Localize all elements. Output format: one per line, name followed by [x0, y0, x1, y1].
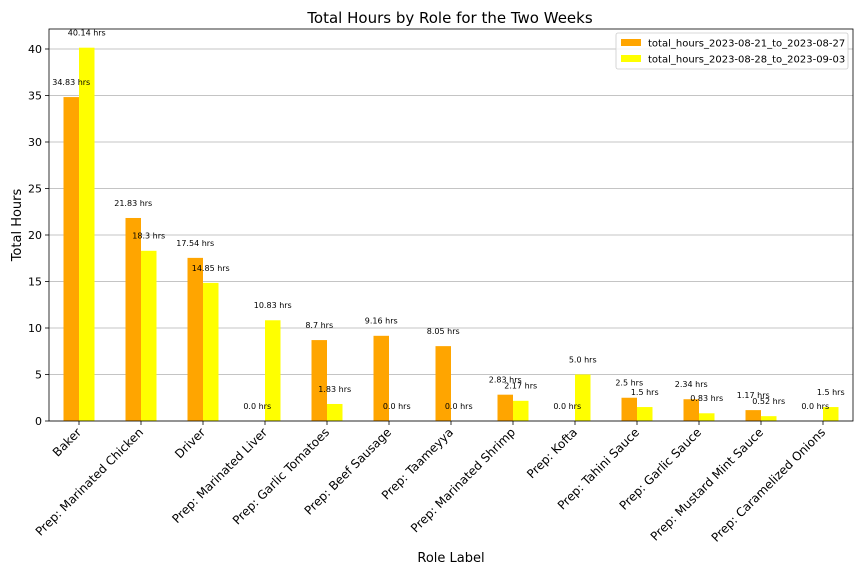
data-label: 5.0 hrs [569, 355, 597, 364]
x-tick-label: Prep: Kofta [524, 425, 580, 481]
chart-title: Total Hours by Role for the Two Weeks [306, 9, 593, 27]
x-tick-label: Prep: Marinated Shrimp [408, 425, 518, 535]
data-label: 2.17 hrs [504, 382, 537, 391]
legend-swatch [621, 39, 641, 46]
bar [823, 407, 839, 421]
y-tick-label: 25 [28, 182, 42, 195]
bar [79, 47, 95, 421]
x-tick-label: Baker [50, 425, 84, 459]
data-label: 0.83 hrs [690, 394, 723, 403]
y-tick-label: 10 [28, 322, 42, 335]
bar [513, 400, 529, 421]
data-label: 0.0 hrs [553, 402, 581, 411]
data-label: 2.34 hrs [675, 380, 708, 389]
bar [621, 397, 637, 421]
data-label: 10.83 hrs [254, 301, 292, 310]
data-label: 14.85 hrs [192, 264, 230, 273]
bar [63, 97, 79, 421]
data-label: 17.54 hrs [176, 239, 214, 248]
bar [575, 374, 591, 421]
x-tick-label: Prep: Marinated Chicken [33, 425, 146, 538]
y-tick-label: 5 [35, 368, 42, 381]
bar [373, 335, 389, 421]
bars [63, 47, 839, 421]
data-label: 0.0 hrs [383, 402, 411, 411]
y-tick-label: 20 [28, 229, 42, 242]
y-axis: 0 5 10 15 20 25 30 35 40 [28, 43, 49, 428]
data-label: 1.5 hrs [631, 388, 659, 397]
legend-box [615, 32, 849, 70]
bar [497, 394, 513, 421]
data-label: 8.05 hrs [427, 327, 460, 336]
legend-entry: total_hours_2023-08-28_to_2023-09-03 [648, 55, 845, 66]
bar [141, 250, 157, 421]
y-tick-label: 30 [28, 136, 42, 149]
bar [699, 413, 715, 421]
legend-entry: total_hours_2023-08-21_to_2023-08-27 [648, 39, 845, 50]
gridlines [49, 48, 853, 422]
data-label: 40.14 hrs [68, 29, 106, 38]
data-label: 0.0 hrs [801, 402, 829, 411]
x-tick-label: Driver [172, 425, 208, 461]
data-label: 18.3 hrs [132, 232, 165, 241]
x-tick-label: Prep: Caramelized Onions [709, 425, 829, 545]
data-label: 9.16 hrs [365, 317, 398, 326]
data-label: 0.52 hrs [752, 397, 785, 406]
data-label: 2.5 hrs [615, 379, 643, 388]
bar [683, 399, 699, 421]
data-label: 1.83 hrs [318, 385, 351, 394]
data-label: 8.7 hrs [305, 321, 333, 330]
bar [265, 320, 281, 421]
y-tick-label: 35 [28, 89, 42, 102]
bar [761, 416, 777, 421]
data-label: 0.0 hrs [445, 402, 473, 411]
y-axis-label: Total Hours [10, 188, 25, 262]
bar [311, 340, 327, 421]
legend: total_hours_2023-08-21_to_2023-08-27tota… [615, 32, 849, 70]
x-axis-label: Role Label [417, 551, 484, 566]
bar [125, 217, 141, 421]
data-labels: 34.83 hrs 21.83 hrs 17.54 hrs 0.0 hrs 8.7 hr… [52, 29, 844, 411]
bar [327, 403, 343, 421]
bar [203, 282, 219, 421]
data-label: 1.5 hrs [817, 388, 845, 397]
y-tick-label: 0 [35, 415, 42, 428]
x-tick-label: Prep: Mustard Mint Sauce [648, 425, 766, 543]
y-tick-label: 40 [28, 43, 42, 56]
y-tick-label: 15 [28, 275, 42, 288]
bar [435, 346, 451, 421]
data-label: 21.83 hrs [114, 199, 152, 208]
bar [187, 257, 203, 421]
data-label: 2.83 hrs [489, 376, 522, 385]
data-label: 0.0 hrs [243, 402, 271, 411]
data-label: 1.17 hrs [737, 391, 770, 400]
bar [637, 407, 653, 421]
bar [745, 410, 761, 421]
legend-swatch [621, 55, 641, 62]
data-label: 34.83 hrs [52, 78, 90, 87]
